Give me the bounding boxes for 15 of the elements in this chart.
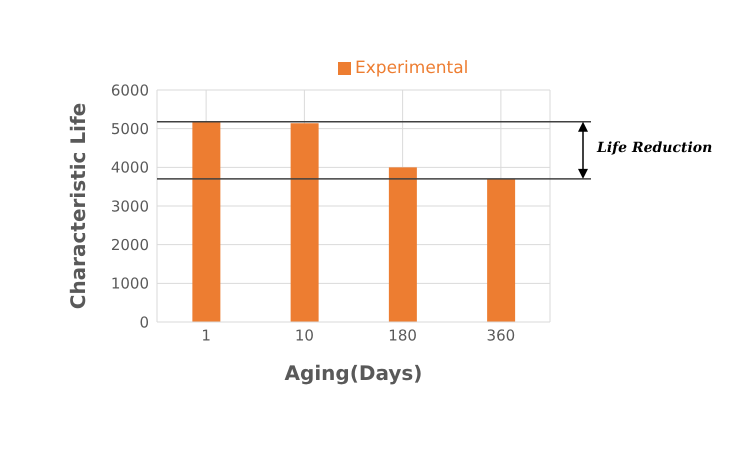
y-tick-label: 6000 xyxy=(110,81,149,100)
x-tick-label: 360 xyxy=(486,326,516,345)
y-tick-label: 3000 xyxy=(110,197,149,216)
text: Life Reduction xyxy=(597,140,712,156)
y-axis-title: Characteristic Life xyxy=(66,102,90,310)
y-tick-label: 1000 xyxy=(110,274,149,293)
legend-label: Experimental xyxy=(355,58,468,78)
y-tick-label: 4000 xyxy=(110,158,149,177)
y-tick-label: 0 xyxy=(139,313,149,332)
x-tick-label: 180 xyxy=(388,326,417,345)
x-axis-title: Aging(Days) xyxy=(284,361,422,385)
x-tick-label: 1 xyxy=(201,326,211,345)
x-tick-label: 10 xyxy=(294,326,314,345)
y-tick-label: 2000 xyxy=(110,236,149,254)
y-tick-label: 5000 xyxy=(110,120,149,138)
